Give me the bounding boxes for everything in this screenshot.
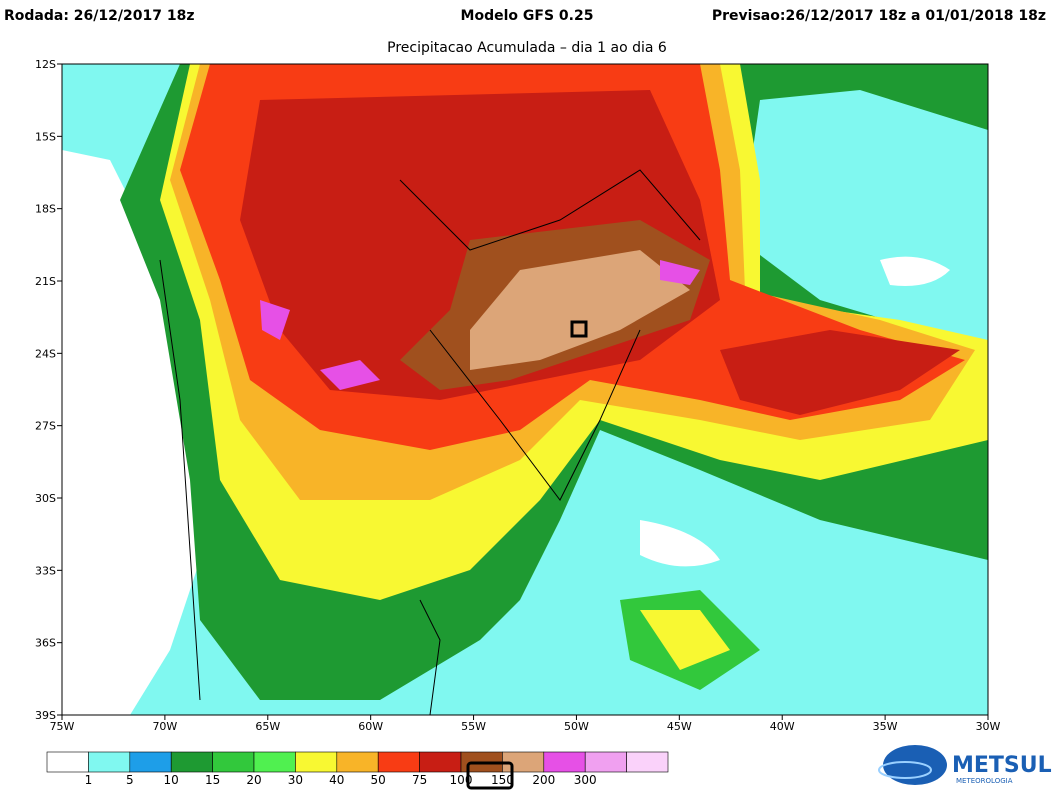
lat-label: 12S bbox=[35, 58, 56, 71]
colorbar-label: 75 bbox=[412, 773, 427, 787]
colorbar-swatch bbox=[170, 751, 213, 773]
colorbar-swatch bbox=[295, 751, 338, 773]
colorbar-swatch bbox=[253, 751, 296, 773]
colorbar-label: 150 bbox=[491, 773, 514, 787]
colorbar-label: 40 bbox=[329, 773, 344, 787]
colorbar: 1 5 10 15 20 30 40 50 75 100 150 200 300 bbox=[46, 751, 669, 787]
map-frame bbox=[61, 63, 989, 716]
lat-label: 24S bbox=[35, 347, 56, 360]
run-label: Rodada: 26/12/2017 18z bbox=[4, 8, 194, 24]
lon-label: 45W bbox=[667, 720, 692, 733]
colorbar-label: 20 bbox=[246, 773, 261, 787]
colorbar-swatch bbox=[46, 751, 89, 773]
highlight-box bbox=[466, 761, 514, 790]
logo-globe bbox=[883, 745, 947, 785]
lat-label: 18S bbox=[35, 203, 56, 216]
colorbar-label: 50 bbox=[371, 773, 386, 787]
lon-label: 70W bbox=[152, 720, 177, 733]
borders bbox=[159, 169, 701, 716]
lon-label: 55W bbox=[461, 720, 486, 733]
lon-label: 35W bbox=[873, 720, 898, 733]
logo-tagline: METEOROLOGIA bbox=[956, 777, 1013, 785]
colorbar-swatch bbox=[336, 751, 379, 773]
logo-ring bbox=[878, 761, 932, 779]
colorbar-label: 200 bbox=[532, 773, 555, 787]
lat-label: 39S bbox=[35, 709, 56, 722]
lat-label: 36S bbox=[35, 637, 56, 650]
colorbar-label: 15 bbox=[205, 773, 220, 787]
lat-label: 15S bbox=[35, 130, 56, 143]
lon-label: 60W bbox=[358, 720, 383, 733]
colorbar-label: 5 bbox=[126, 773, 134, 787]
lon-label: 75W bbox=[50, 720, 75, 733]
precip-field bbox=[62, 64, 988, 715]
lat-label: 33S bbox=[35, 564, 56, 577]
colorbar-swatch bbox=[212, 751, 255, 773]
lon-label: 40W bbox=[770, 720, 795, 733]
colorbar-label: 1 bbox=[85, 773, 93, 787]
colorbar-swatch bbox=[88, 751, 131, 773]
logo-name: METSUL bbox=[952, 753, 1052, 778]
map-title: Precipitacao Acumulada – dia 1 ao dia 6 bbox=[387, 40, 667, 56]
lat-label: 30S bbox=[35, 492, 56, 505]
lon-label: 50W bbox=[564, 720, 589, 733]
forecast-label: Previsao:26/12/2017 18z a 01/01/2018 18z bbox=[712, 8, 1046, 24]
lon-label: 30W bbox=[976, 720, 1001, 733]
colorbar-swatch bbox=[626, 751, 669, 773]
colorbar-swatch bbox=[377, 751, 420, 773]
colorbar-swatch bbox=[584, 751, 627, 773]
lat-label: 27S bbox=[35, 420, 56, 433]
lat-label: 21S bbox=[35, 275, 56, 288]
colorbar-label: 30 bbox=[288, 773, 303, 787]
logo: METSUL METEOROLOGIA bbox=[878, 745, 1052, 785]
colorbar-swatch bbox=[543, 751, 586, 773]
lon-label: 65W bbox=[255, 720, 280, 733]
model-label: Modelo GFS 0.25 bbox=[461, 8, 594, 24]
colorbar-label: 300 bbox=[574, 773, 597, 787]
colorbar-swatch bbox=[419, 751, 462, 773]
lon-axis: 75W 70W 65W 60W 55W 50W 45W 40W 35W 30W bbox=[50, 715, 1001, 733]
colorbar-label: 10 bbox=[164, 773, 179, 787]
colorbar-swatch bbox=[129, 751, 172, 773]
lat-axis: 12S 15S 18S 21S 24S 27S 30S 33S 36S 39S bbox=[35, 58, 62, 722]
